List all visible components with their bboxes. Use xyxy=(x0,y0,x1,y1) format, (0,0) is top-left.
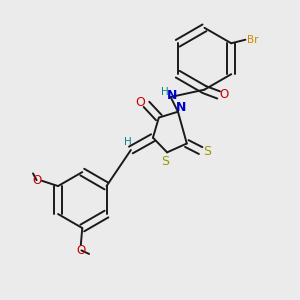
Text: O: O xyxy=(32,174,41,187)
Text: Br: Br xyxy=(247,35,258,45)
Text: S: S xyxy=(203,145,211,158)
Text: O: O xyxy=(135,95,145,109)
Text: O: O xyxy=(220,88,229,101)
Text: N: N xyxy=(167,89,177,102)
Text: N: N xyxy=(176,100,186,113)
Text: O: O xyxy=(77,244,86,257)
Text: H: H xyxy=(124,137,132,147)
Text: H: H xyxy=(161,87,169,97)
Text: S: S xyxy=(162,155,170,168)
